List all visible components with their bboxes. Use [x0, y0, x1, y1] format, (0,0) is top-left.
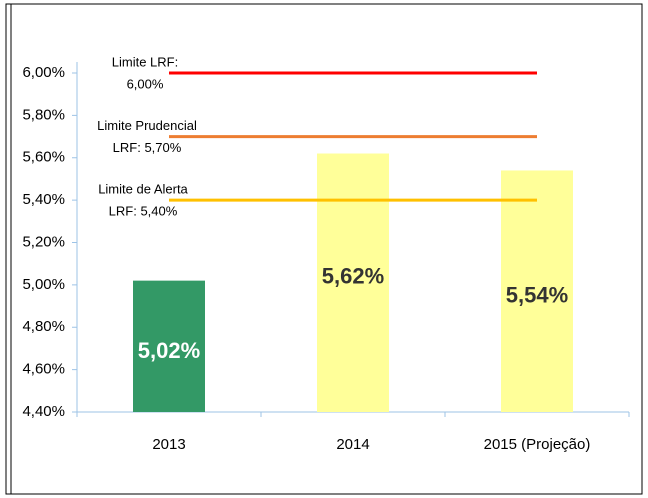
- data-label: 5,02%: [138, 338, 200, 363]
- x-tick-label: 2014: [336, 436, 369, 453]
- reference-label: Limite LRF:: [112, 54, 178, 69]
- reference-label: Limite de Alerta: [98, 182, 188, 197]
- reference-label: 6,00%: [127, 76, 164, 91]
- y-tick-label: 5,20%: [22, 233, 65, 250]
- data-label: 5,62%: [322, 263, 384, 288]
- y-tick-label: 5,40%: [22, 191, 65, 208]
- frame: [5, 3, 643, 495]
- y-tick-label: 4,80%: [22, 318, 65, 335]
- data-label: 5,54%: [506, 282, 568, 307]
- bar: [317, 153, 389, 412]
- reference-label: Limite Prudencial: [97, 118, 197, 133]
- reference-label: LRF: 5,70%: [113, 140, 182, 155]
- reference-label: LRF: 5,40%: [109, 204, 178, 219]
- y-tick-label: 5,60%: [22, 149, 65, 166]
- bar: [133, 280, 205, 412]
- y-tick-label: 4,60%: [22, 361, 65, 378]
- x-tick-label: 2015 (Projeção): [484, 436, 591, 453]
- x-tick-label: 2013: [152, 436, 185, 453]
- y-tick-label: 4,40%: [22, 403, 65, 420]
- y-tick-label: 6,00%: [22, 64, 65, 81]
- y-tick-label: 5,80%: [22, 106, 65, 123]
- bar: [501, 170, 573, 412]
- y-tick-label: 5,00%: [22, 276, 65, 293]
